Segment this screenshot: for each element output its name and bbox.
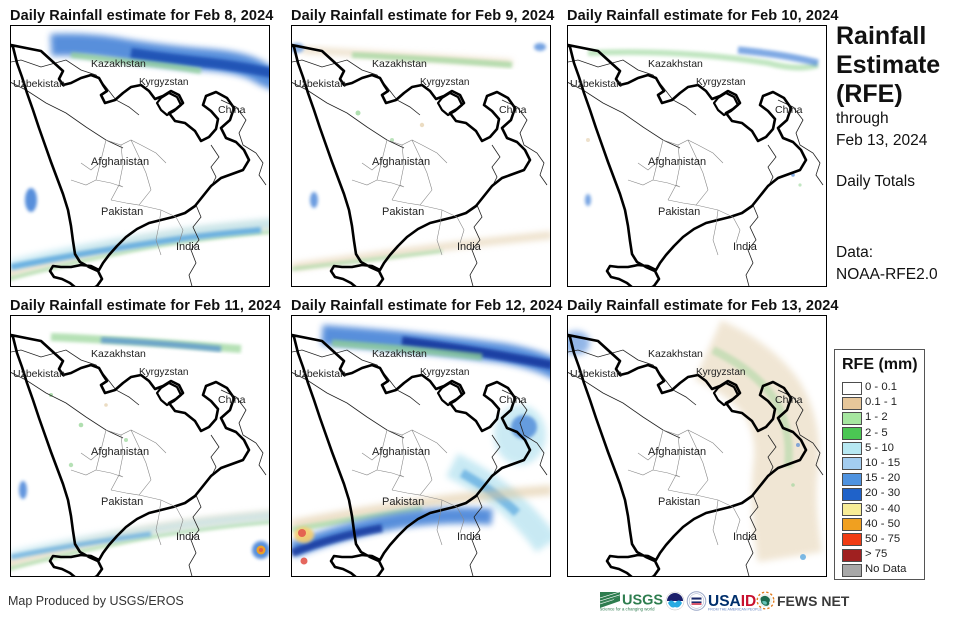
svg-text:FEWS NET: FEWS NET	[777, 593, 850, 609]
svg-text:FROM THE AMERICAN PEOPLE: FROM THE AMERICAN PEOPLE	[708, 607, 762, 611]
svg-text:science for a changing world: science for a changing world	[600, 607, 655, 612]
